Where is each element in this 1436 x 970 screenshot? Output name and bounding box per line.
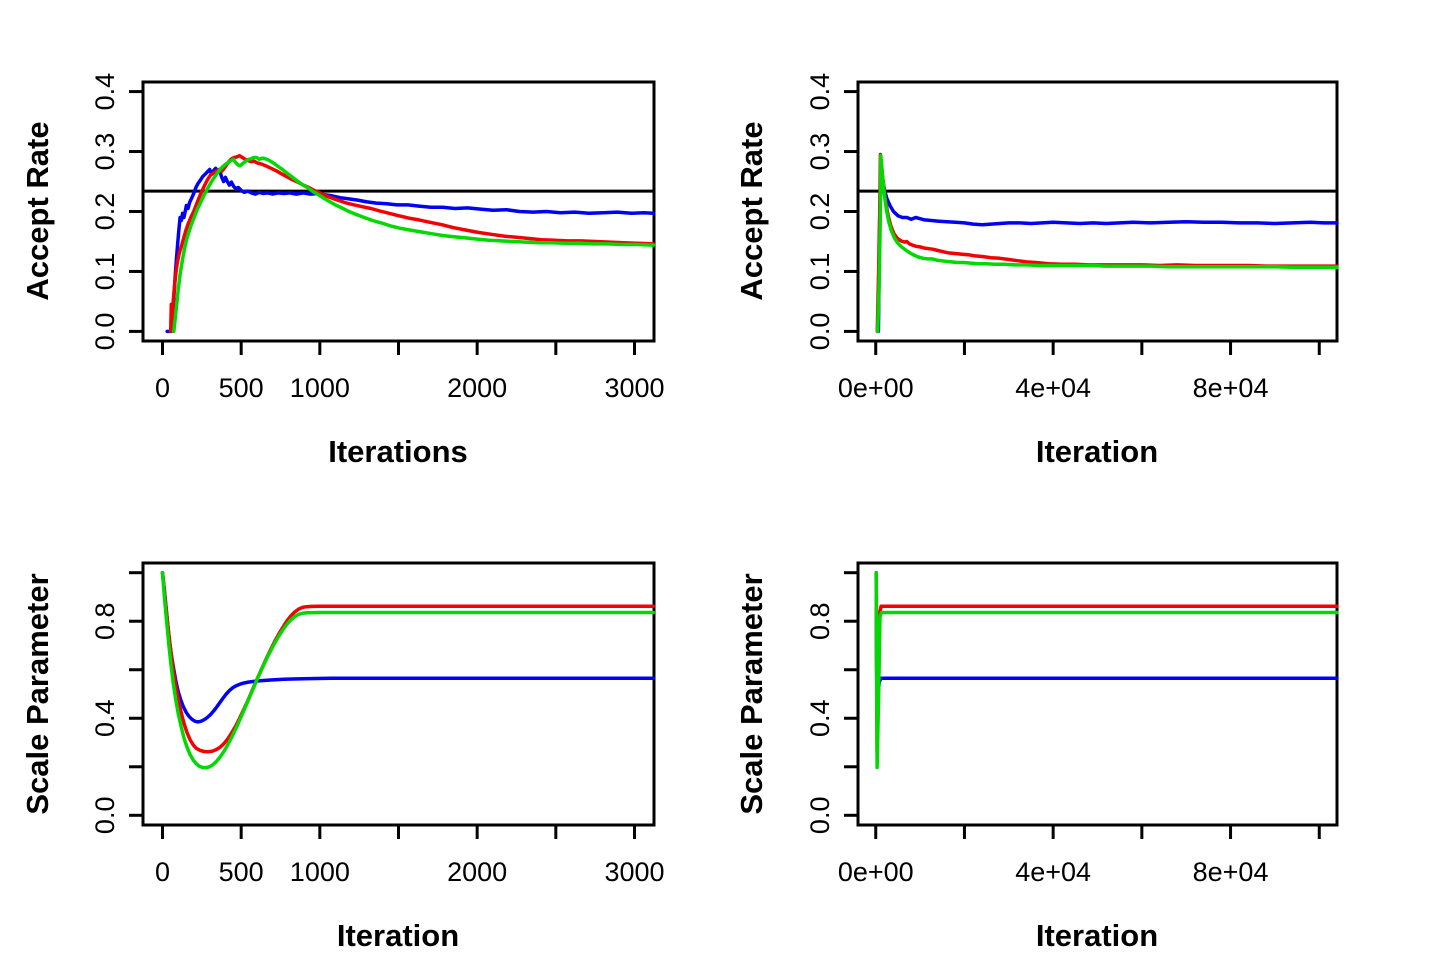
y-axis-tick-label: 0.2 [90,193,120,231]
series-line-green [172,155,656,334]
y-axis-tick-label: 0.8 [805,602,835,640]
x-axis-tick-label: 0 [155,857,170,887]
series-line-blue [160,570,656,724]
series-line-red [168,153,656,334]
series-line-blue [874,570,1339,723]
series-line-red [875,152,1339,334]
y-axis-tick-label: 0.8 [90,602,120,640]
y-axis-tick-label: 0.3 [90,133,120,171]
y-axis-title-scale-parameter-short: Scale Parameter [20,573,55,815]
y-axis-tick-label: 0.1 [805,253,835,291]
series-line-blue [876,166,1339,334]
series-line-red [874,570,1339,754]
y-axis-title-accept-rate-short: Accept Rate [20,121,55,301]
y-axis-tick-label: 0.0 [805,797,835,835]
x-axis-tick-label: 2000 [447,857,507,887]
panel-svg-0: 0 500 1000 2000 3000 0.0 0.1 0.2 0.3 0.4 [90,73,665,403]
series-line-green [875,153,1339,334]
series-line-blue [165,166,656,334]
x-axis-tick-label: 500 [219,373,264,403]
plot-box [856,80,1339,343]
plot-box [856,561,1339,827]
y-axis-tick-label: 0.1 [90,253,120,291]
y-axis-tick-label: 0.4 [90,699,120,737]
panel-scale-parameter-long: 0e+00 4e+04 8e+04 0.0 0.4 0.8 [718,485,1436,970]
panel-scale-parameter-short: 0 500 1000 2000 3000 0.0 0.4 0.8 [0,485,718,970]
plot-box [141,561,656,827]
series-line-green [874,570,1339,770]
y-axis-tick-label: 0.0 [90,313,120,351]
x-axis-tick-label: 500 [219,857,264,887]
panel-svg-2: 0 500 1000 2000 3000 0.0 0.4 0.8 [90,561,665,887]
x-axis-title-accept-rate-long: Iteration [1035,434,1159,469]
x-axis-tick-label: 0 [155,373,170,403]
x-axis-tick-label: 0e+00 [838,373,914,403]
panel-accept-rate-long: 0e+00 4e+04 8e+04 0.0 0.1 0.2 0.3 0.4 [718,0,1436,485]
x-axis-tick-label: 4e+04 [1015,857,1091,887]
y-axis-tick-label: 0.0 [805,313,835,351]
x-axis-tick-label: 3000 [604,373,664,403]
y-axis-tick-label: 0.4 [805,73,835,111]
x-axis-tick-label: 3000 [604,857,664,887]
x-axis-tick-label: 4e+04 [1015,373,1091,403]
y-axis-tick-label: 0.3 [805,133,835,171]
x-axis-tick-label: 1000 [290,373,350,403]
x-axis-tick-label: 8e+04 [1193,857,1269,887]
y-axis-title-scale-parameter-long: Scale Parameter [734,573,769,815]
series-line-green [160,570,656,770]
x-axis-tick-label: 0e+00 [838,857,914,887]
y-axis-title-accept-rate-long: Accept Rate [734,121,769,301]
x-axis-tick-label: 1000 [290,857,350,887]
panel-svg-3: 0e+00 4e+04 8e+04 0.0 0.4 0.8 [805,561,1339,887]
y-axis-tick-label: 0.0 [90,797,120,835]
x-axis-tick-label: 2000 [447,373,507,403]
y-axis-tick-label: 0.2 [805,193,835,231]
panel-accept-rate-short: 0 500 1000 2000 3000 0.0 0.1 0.2 0.3 0.4 [0,0,718,485]
x-axis-title-accept-rate-short: Iterations [328,434,468,469]
y-axis-tick-label: 0.4 [805,699,835,737]
y-axis-tick-label: 0.4 [90,73,120,111]
x-axis-tick-label: 8e+04 [1193,373,1269,403]
x-axis-title-scale-parameter-short: Iteration [336,918,460,953]
panel-svg-1: 0e+00 4e+04 8e+04 0.0 0.1 0.2 0.3 0.4 [805,73,1339,403]
x-axis-title-scale-parameter-long: Iteration [1035,918,1159,953]
